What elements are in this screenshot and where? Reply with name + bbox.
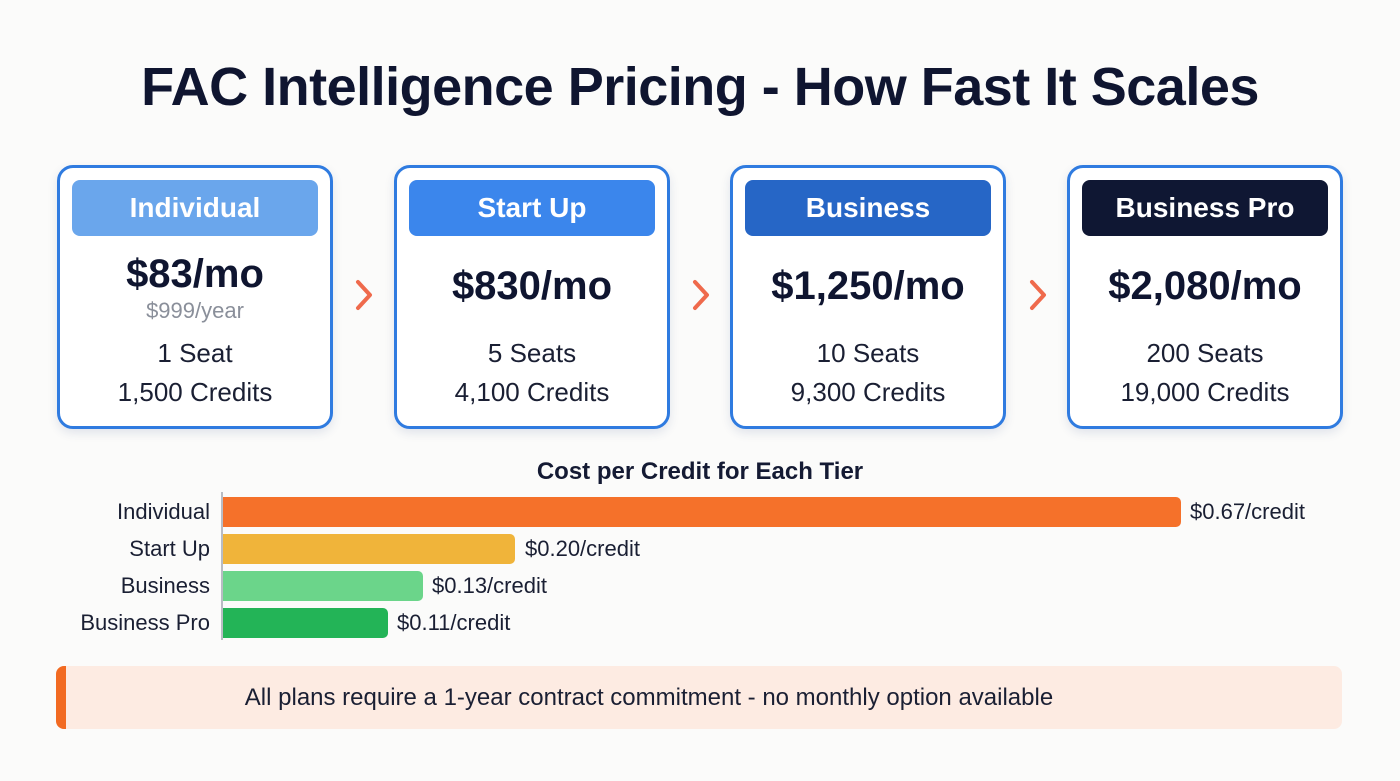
chevron-right-icon [689,278,713,312]
tier-annual-price: $999/year [146,298,244,323]
tier-price: $1,250/mo [771,264,965,308]
bar-row-start-up: Start Up $0.20/credit [0,534,1400,564]
page-title: FAC Intelligence Pricing - How Fast It S… [141,57,1259,117]
tier-credits: 4,100 Credits [454,377,610,407]
tier-credits: 19,000 Credits [1120,377,1290,407]
chart-axis-line [221,492,223,640]
tier-card-business: Business $1,250/mo 10 Seats 9,300 Credit… [730,165,1006,429]
bar-label: Individual [117,499,210,524]
bar-label: Business [120,573,210,598]
bar-label: Start Up [129,536,210,561]
tier-header: Business [745,180,991,236]
tier-credits: 1,500 Credits [117,377,273,407]
bar-business [223,571,423,601]
chart-title: Cost per Credit for Each Tier [536,458,864,485]
tier-card-start-up: Start Up $830/mo 5 Seats 4,100 Credits [394,165,670,429]
bar-row-business: Business $0.13/credit [0,571,1400,601]
tier-price: $83/mo [126,252,264,296]
bar-label: Business Pro [80,610,210,635]
tier-card-business-pro: Business Pro $2,080/mo 200 Seats 19,000 … [1067,165,1343,429]
tier-card-individual: Individual $83/mo $999/year 1 Seat 1,500… [57,165,333,429]
bar-value: $0.67/credit [1190,499,1305,524]
tier-price: $830/mo [451,264,613,308]
tier-price: $2,080/mo [1108,264,1302,308]
bar-value: $0.13/credit [432,573,547,598]
contract-note-banner: All plans require a 1-year contract comm… [56,666,1342,729]
bar-business-pro [223,608,388,638]
tier-seats: 5 Seats [487,338,577,368]
bar-value: $0.20/credit [525,536,640,561]
tier-credits: 9,300 Credits [790,377,946,407]
bar-row-business-pro: Business Pro $0.11/credit [0,608,1400,638]
tier-header: Start Up [409,180,655,236]
bar-row-individual: Individual $0.67/credit [0,497,1400,527]
bar-start-up [223,534,515,564]
tier-seats: 200 Seats [1146,338,1264,368]
tier-header: Business Pro [1082,180,1328,236]
chevron-right-icon [352,278,376,312]
tier-header: Individual [72,180,318,236]
note-text: All plans require a 1-year contract comm… [244,684,1054,711]
chevron-right-icon [1026,278,1050,312]
bar-value: $0.11/credit [397,610,511,635]
tier-seats: 10 Seats [816,338,920,368]
note-accent-bar [56,666,66,729]
bar-individual [223,497,1181,527]
tier-seats: 1 Seat [157,338,233,368]
